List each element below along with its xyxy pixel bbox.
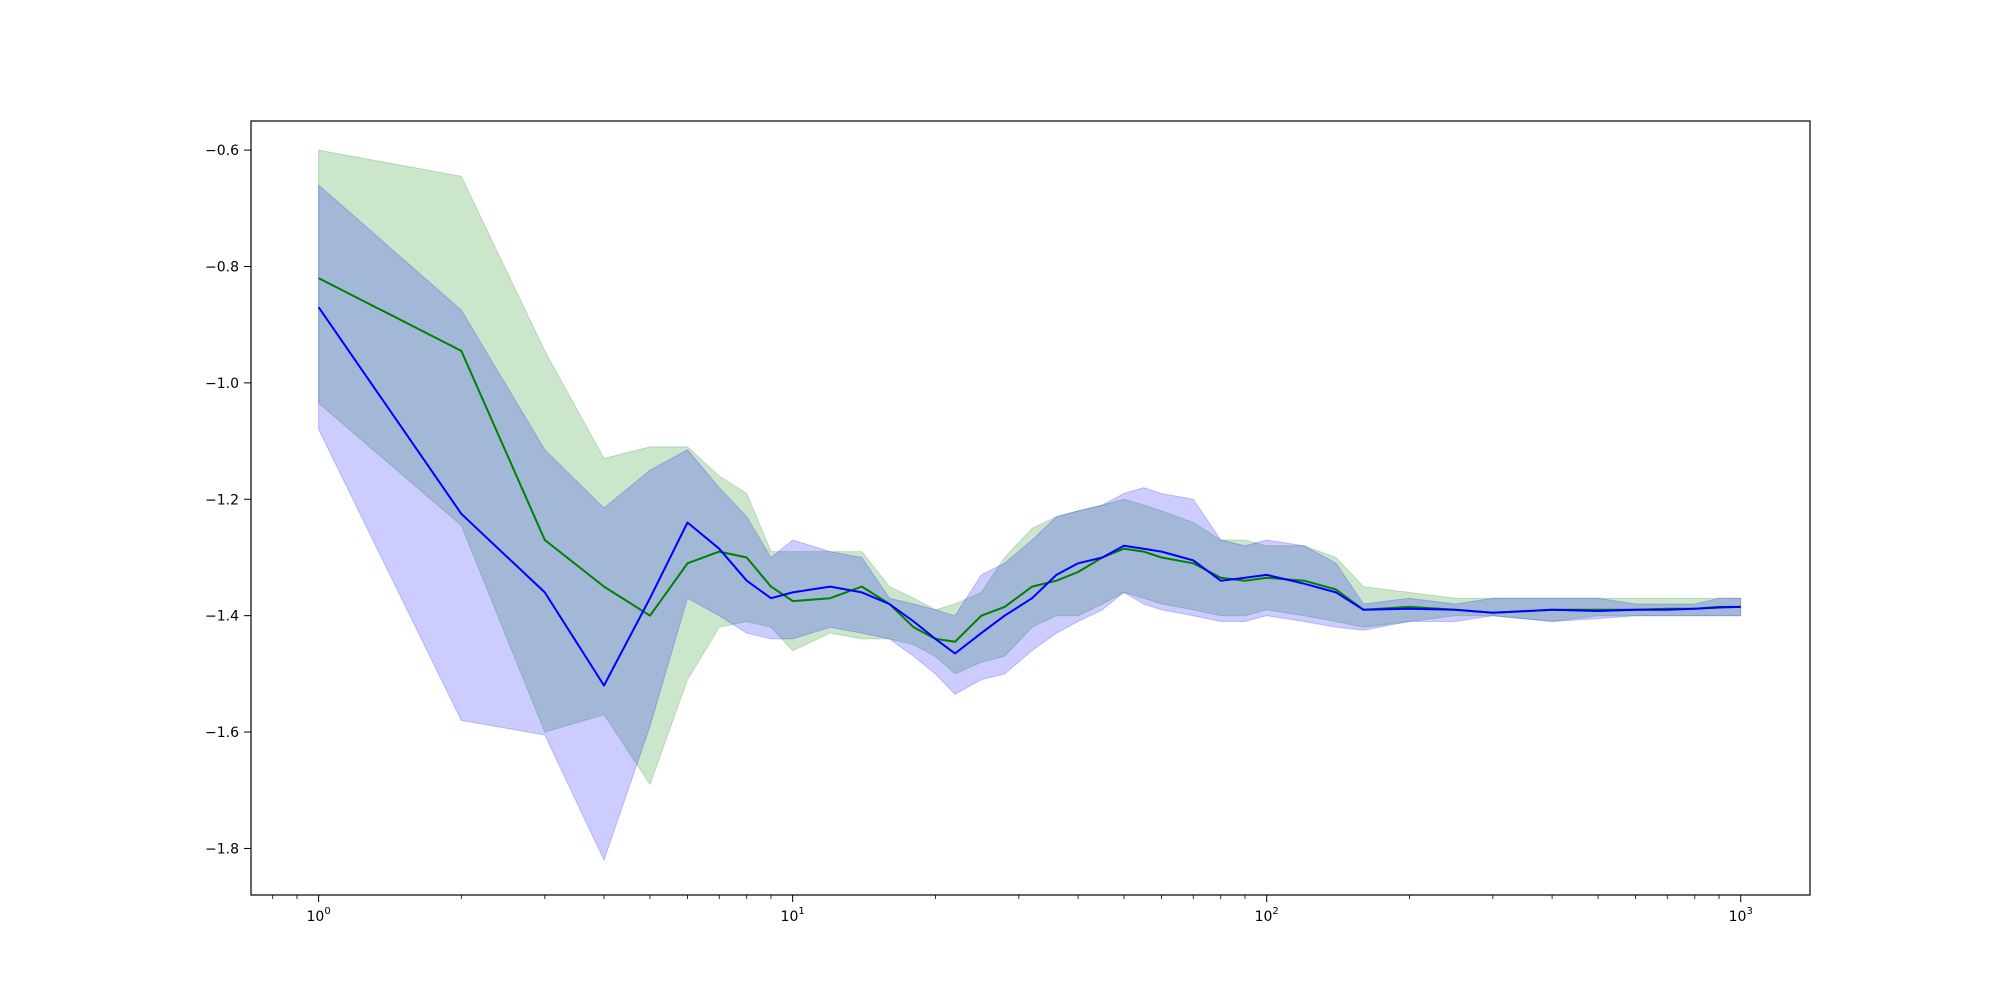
y-tick-label: −1.8 — [205, 841, 239, 857]
confidence-bands — [318, 149, 1742, 862]
series-2-line — [317, 306, 1741, 687]
x-tick-label: 103 — [1729, 906, 1753, 925]
series-2-band — [318, 183, 1742, 862]
y-tick-label: −1.4 — [205, 609, 239, 625]
series-1-band — [318, 149, 1742, 786]
series-lines — [317, 277, 1741, 687]
y-tick-label: −1.2 — [205, 492, 239, 508]
y-tick-label: −1.6 — [205, 725, 239, 741]
x-tick-label: 101 — [781, 906, 805, 925]
plot-frame — [250, 120, 1811, 896]
x-tick-label: 102 — [1255, 906, 1279, 925]
x-tick-label: 100 — [307, 906, 331, 925]
y-tick-label: −0.8 — [205, 259, 239, 275]
y-tick-label: −1.0 — [205, 376, 239, 392]
y-tick-label: −0.6 — [205, 143, 239, 159]
x-axis: 100 101 102 103 — [272, 895, 1753, 925]
y-axis: −0.6 −0.8 −1.0 −1.2 −1.4 −1.6 −1.8 — [205, 143, 251, 857]
